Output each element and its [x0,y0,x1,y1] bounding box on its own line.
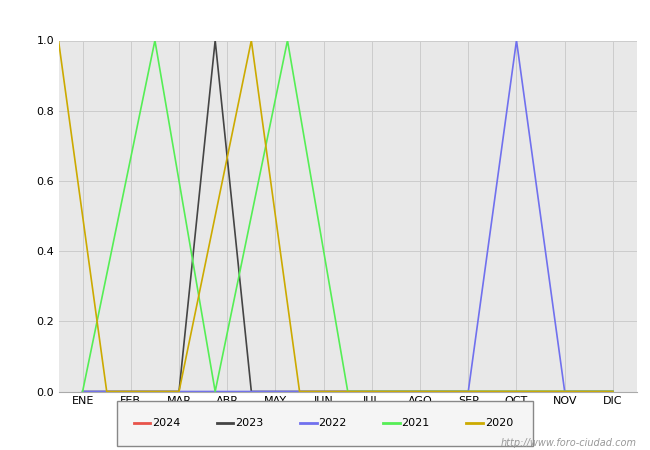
Text: 2023: 2023 [235,418,263,428]
Text: Matriculaciones de Vehiculos en Valfarta: Matriculaciones de Vehiculos en Valfarta [170,13,480,28]
Text: 2020: 2020 [485,418,513,428]
Text: 2021: 2021 [402,418,430,428]
Text: http://www.foro-ciudad.com: http://www.foro-ciudad.com [501,438,637,448]
Text: 2024: 2024 [152,418,180,428]
Text: 2022: 2022 [318,418,346,428]
FancyBboxPatch shape [117,400,533,446]
